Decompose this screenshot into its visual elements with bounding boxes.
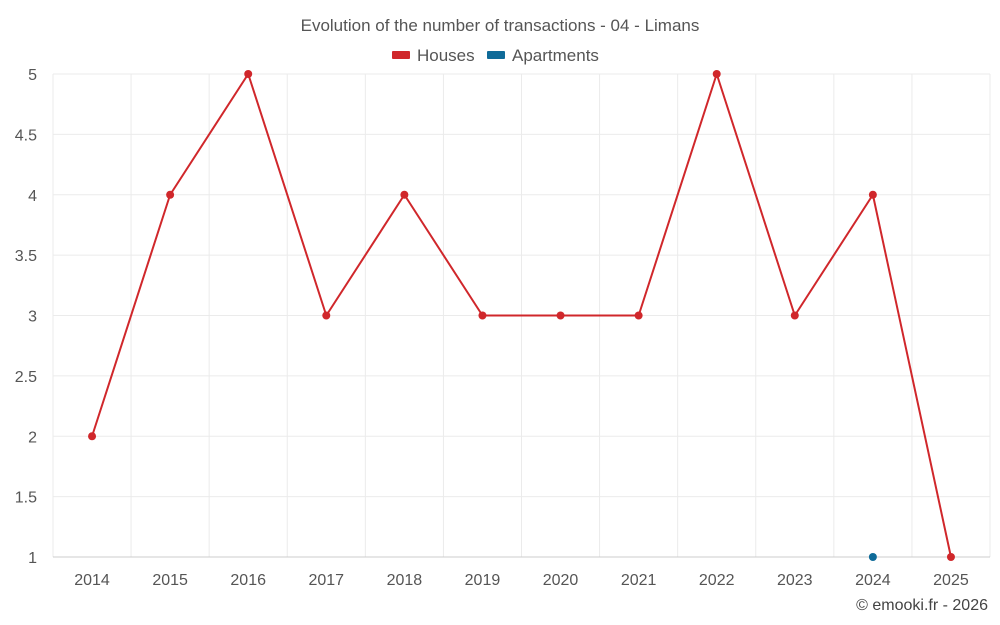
y-tick-label: 2 [28, 429, 37, 446]
data-point-houses [712, 70, 721, 78]
axes: 1 1.5 2 2.5 3 3.5 4 4.5 5 2014 2015 2016 2017 2018 201… [15, 67, 990, 589]
data-point-houses [868, 190, 877, 199]
y-tick-label: 5 [28, 67, 37, 84]
data-point-apartments [868, 553, 877, 561]
data-point-houses [166, 190, 175, 199]
data-point-houses [322, 311, 331, 320]
data-point-houses [790, 311, 799, 320]
x-tick-label: 2024 [855, 572, 891, 589]
chart-title: Evolution of the number of transactions … [301, 16, 700, 35]
y-tick-label: 3 [28, 309, 37, 326]
x-tick-label: 2020 [543, 572, 579, 589]
data-point-houses [244, 70, 253, 78]
x-tick-label: 2015 [152, 572, 188, 589]
y-tick-label: 2.5 [15, 369, 37, 386]
y-tick-label: 4 [28, 188, 37, 205]
legend: Houses Apartments [392, 46, 599, 65]
legend-swatch-apartments [487, 51, 505, 59]
x-tick-label: 2023 [777, 572, 813, 589]
x-tick-label: 2022 [699, 572, 735, 589]
y-tick-label: 3.5 [15, 248, 37, 265]
grid [52, 73, 991, 557]
data-point-houses [556, 311, 565, 320]
data-point-houses [88, 432, 97, 441]
x-tick-label: 2025 [933, 572, 969, 589]
credit-text: © emooki.fr - 2026 [856, 597, 988, 614]
y-tick-label: 1 [28, 550, 37, 567]
data-point-houses [946, 553, 955, 561]
x-tick-label: 2017 [308, 572, 344, 589]
y-tick-label: 4.5 [15, 127, 37, 144]
x-tick-label: 2016 [230, 572, 266, 589]
x-tick-label: 2018 [387, 572, 423, 589]
legend-label-apartments: Apartments [512, 46, 599, 65]
x-tick-label: 2019 [465, 572, 501, 589]
data-point-houses [478, 311, 487, 320]
data-point-houses [400, 190, 409, 199]
series-line-houses [91, 73, 952, 558]
y-tick-label: 1.5 [15, 490, 37, 507]
legend-swatch-houses [392, 51, 410, 59]
series-layer [88, 70, 955, 561]
data-point-houses [634, 311, 643, 320]
x-tick-label: 2021 [621, 572, 657, 589]
legend-label-houses: Houses [417, 46, 475, 65]
x-tick-label: 2014 [74, 572, 110, 589]
